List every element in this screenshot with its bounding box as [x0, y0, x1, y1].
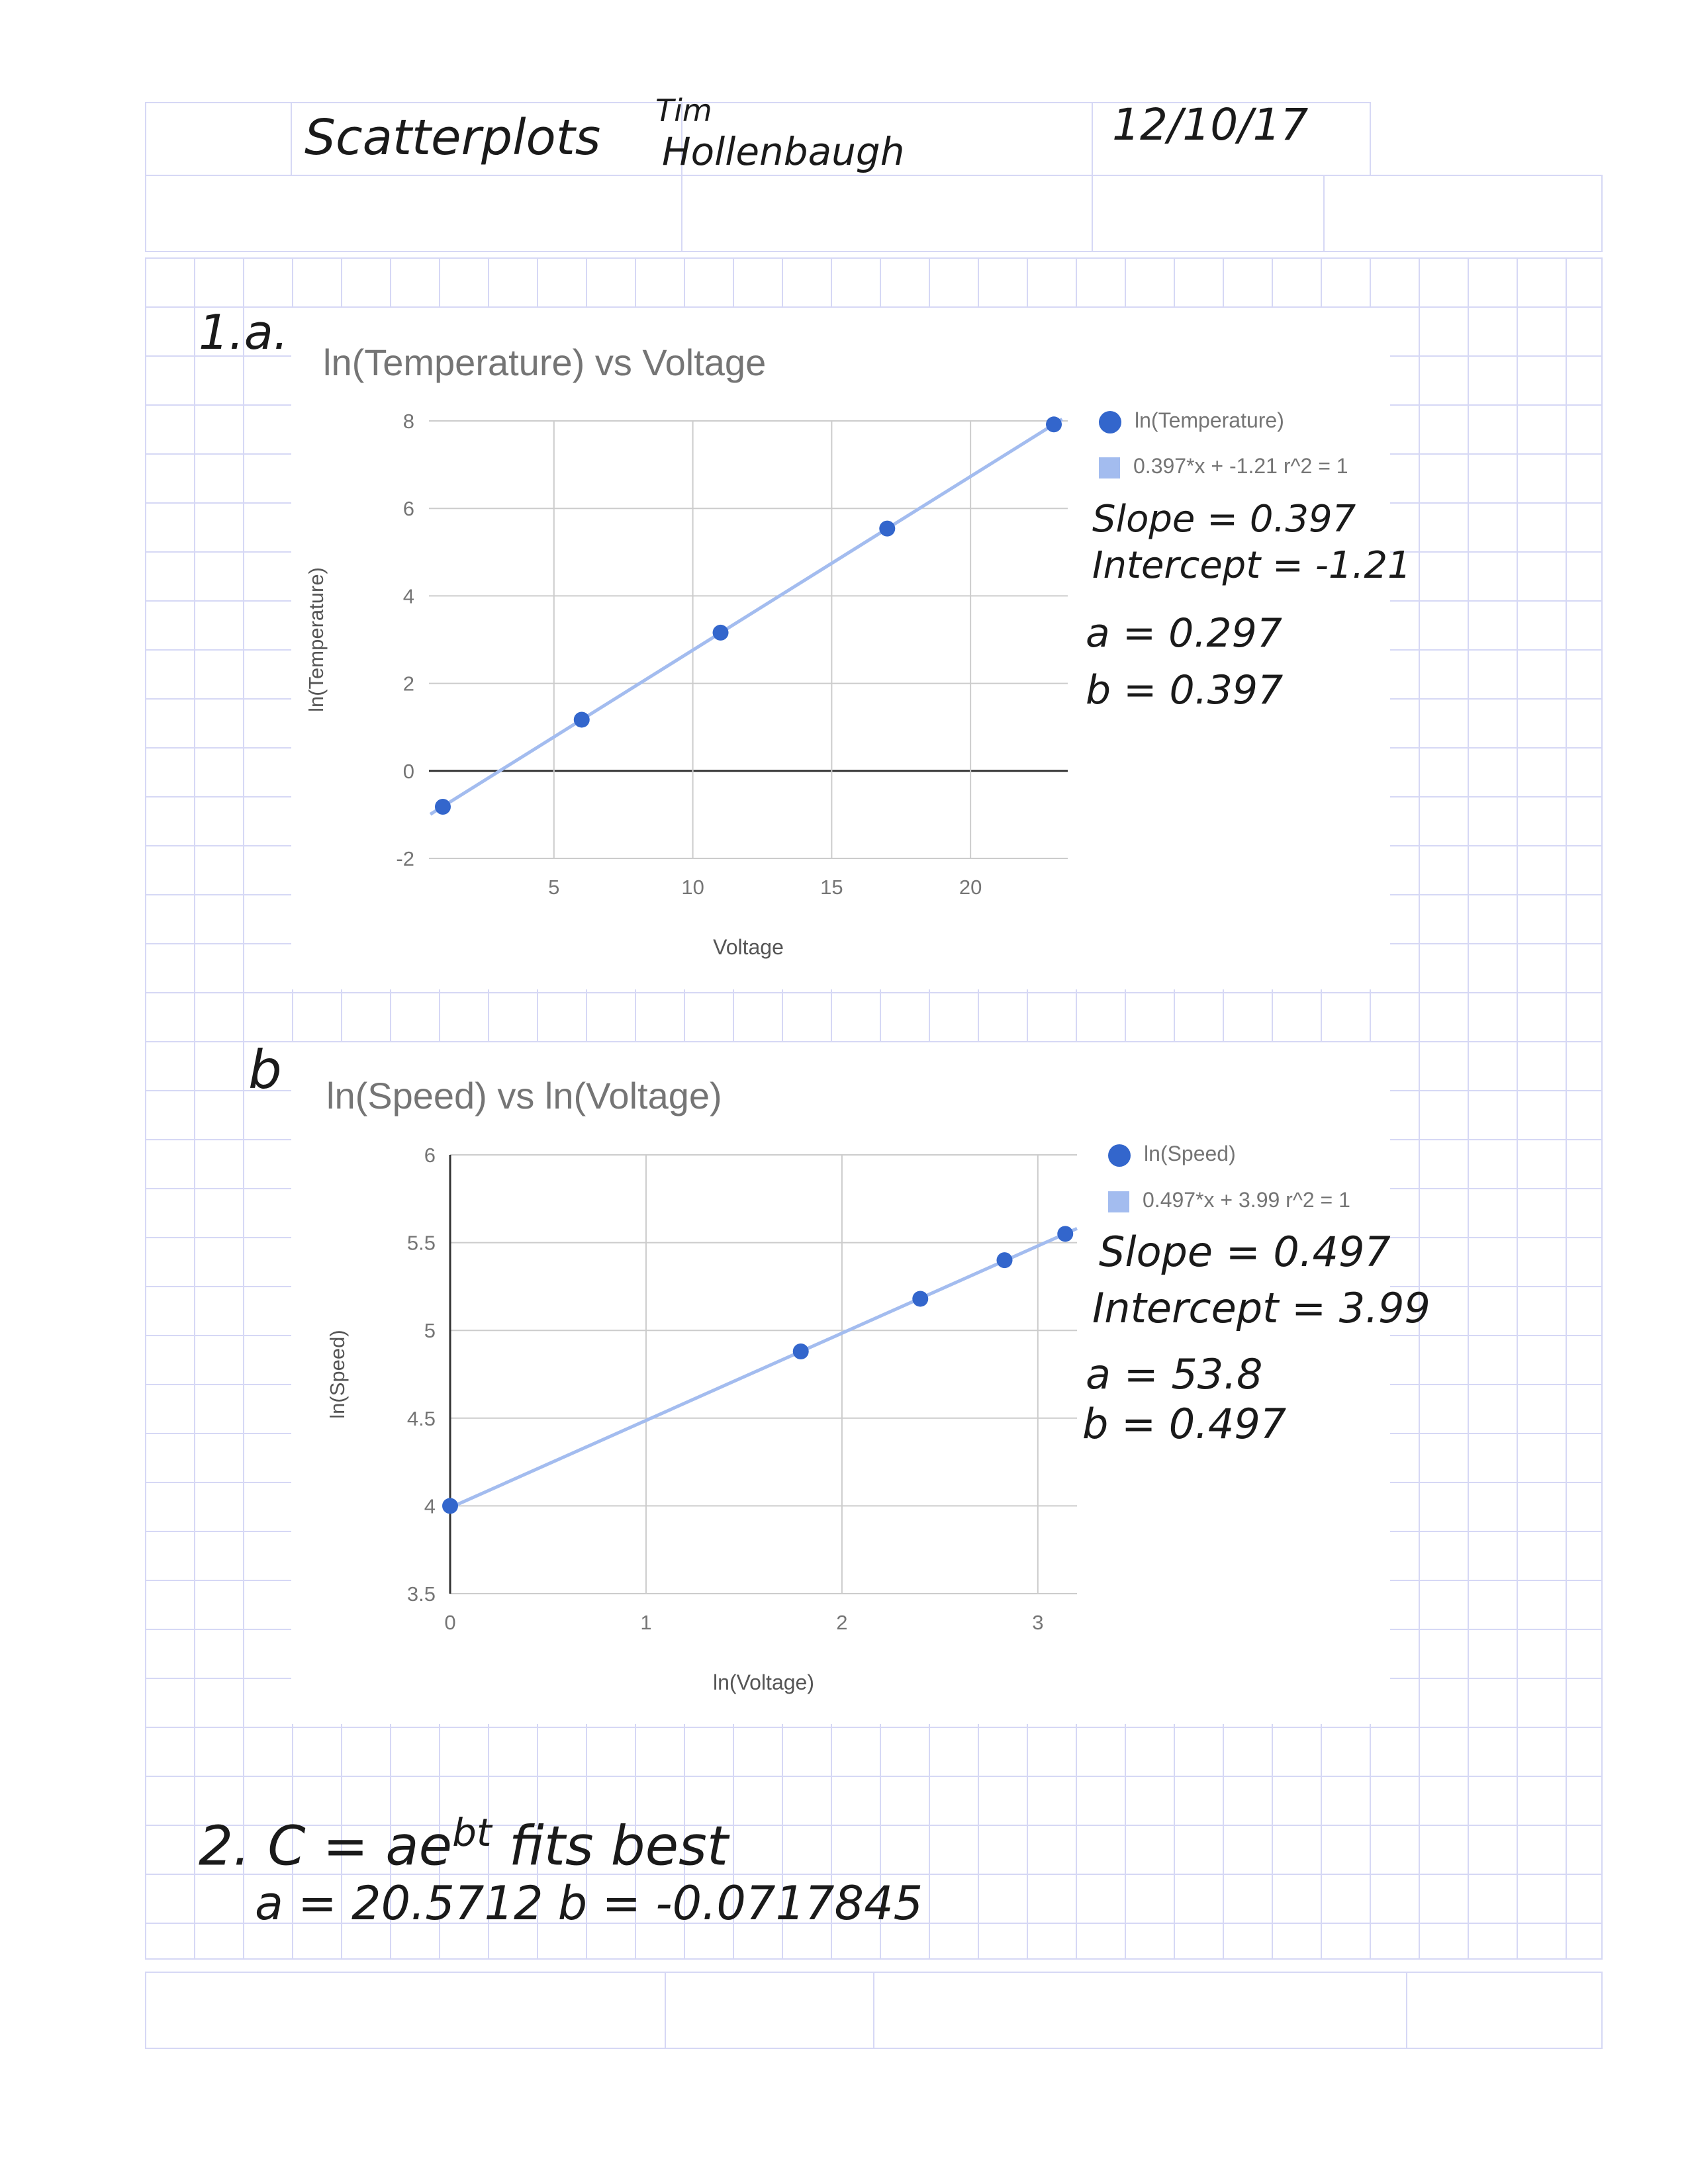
- y-tick-label: 6: [403, 497, 414, 520]
- data-point: [1057, 1226, 1074, 1242]
- x-tick-label: 15: [820, 876, 843, 899]
- y-tick-label: 0: [403, 760, 414, 783]
- x-tick-label: 10: [681, 876, 704, 899]
- part-b-label: b: [248, 1039, 282, 1101]
- chart-1-legend-series: ln(Temperature): [1099, 408, 1284, 433]
- part-2-formula: 2. C = ae: [199, 1815, 453, 1878]
- y-tick-label: 6: [424, 1144, 436, 1167]
- annotation-b-a: a = 53.8: [1086, 1350, 1263, 1398]
- paper-box: [145, 257, 1603, 1960]
- y-tick-label: 4: [424, 1494, 436, 1518]
- chart-1-legend-series-label: ln(Temperature): [1135, 408, 1284, 432]
- x-tick-label: 1: [640, 1611, 651, 1634]
- y-tick-label: 4.5: [407, 1407, 436, 1430]
- y-tick-label: 5: [424, 1319, 436, 1342]
- legend-dot-icon: [1108, 1144, 1131, 1167]
- chart-2-legend-series-label: ln(Speed): [1144, 1142, 1236, 1165]
- annotation-b-b: b = 0.497: [1082, 1400, 1287, 1448]
- chart-2-title: ln(Speed) vs ln(Voltage): [326, 1075, 722, 1116]
- handwritten-name-first: Tim: [655, 93, 712, 128]
- data-point: [712, 624, 729, 641]
- legend-square-icon: [1108, 1191, 1129, 1212]
- part-2-line-2: a = 20.5712 b = -0.0717845: [255, 1876, 923, 1931]
- data-point: [434, 799, 451, 815]
- data-point: [1046, 416, 1062, 433]
- y-tick-label: 5.5: [407, 1232, 436, 1255]
- chart-1-legend-trendline: 0.397*x + -1.21 r^2 = 1: [1099, 454, 1348, 478]
- legend-square-icon: [1099, 457, 1120, 478]
- chart-2-legend-series: ln(Speed): [1108, 1142, 1236, 1167]
- data-point: [573, 711, 590, 728]
- part-2-line-1: 2. C = aebt fits best: [199, 1810, 728, 1878]
- y-tick-label: 2: [403, 672, 414, 696]
- y-tick-label: 8: [403, 410, 414, 433]
- part-2-exponent: bt: [452, 1810, 492, 1855]
- data-point: [792, 1343, 809, 1360]
- handwritten-title: Scatterplots: [305, 109, 601, 166]
- y-tick-label: 4: [403, 584, 414, 608]
- data-point: [879, 520, 896, 537]
- annotation-a-a: a = 0.297: [1086, 610, 1282, 657]
- x-tick-label: 0: [444, 1611, 455, 1634]
- x-axis-title: Voltage: [713, 935, 784, 959]
- chart-2-panel: [291, 1042, 1390, 1724]
- chart-2-legend-trendline: 0.497*x + 3.99 r^2 = 1: [1108, 1188, 1350, 1212]
- trendline: [429, 418, 1063, 816]
- handwritten-date: 12/10/17: [1112, 99, 1309, 150]
- chart-1-legend-trendline-label: 0.397*x + -1.21 r^2 = 1: [1133, 454, 1348, 478]
- y-tick-label: -2: [396, 847, 414, 870]
- x-tick-label: 2: [836, 1611, 847, 1634]
- y-axis-title: ln(Speed): [326, 1330, 349, 1418]
- data-point: [996, 1252, 1013, 1269]
- paper-box: [145, 175, 1603, 252]
- part-2-fits: fits best: [491, 1815, 729, 1878]
- annotation-a-intercept: Intercept = -1.21: [1092, 544, 1411, 587]
- annotation-a-b: b = 0.397: [1086, 667, 1284, 713]
- chart-2-legend-trendline-label: 0.497*x + 3.99 r^2 = 1: [1143, 1188, 1350, 1212]
- annotation-b-intercept: Intercept = 3.99: [1092, 1284, 1430, 1332]
- part-a-label: 1.a.: [199, 304, 289, 360]
- chart-1-title: ln(Temperature) vs Voltage: [323, 341, 767, 383]
- x-tick-label: 5: [548, 876, 559, 899]
- data-point: [442, 1498, 458, 1514]
- annotation-b-slope: Slope = 0.497: [1099, 1228, 1391, 1276]
- data-point: [912, 1291, 929, 1307]
- x-axis-title: ln(Voltage): [713, 1670, 814, 1694]
- trendline: [445, 1226, 1078, 1511]
- y-axis-title: ln(Temperature): [305, 567, 328, 712]
- x-tick-label: 20: [959, 876, 982, 899]
- x-tick-label: 3: [1032, 1611, 1043, 1634]
- y-tick-label: 3.5: [407, 1582, 436, 1606]
- legend-dot-icon: [1099, 410, 1121, 433]
- handwritten-name-last: Hollenbaugh: [662, 129, 905, 174]
- annotation-a-slope: Slope = 0.397: [1092, 498, 1356, 541]
